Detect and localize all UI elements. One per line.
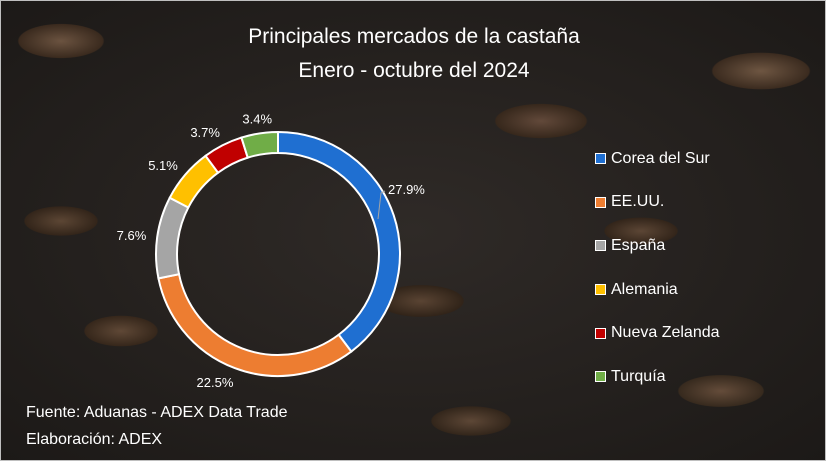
slice-ee-uu bbox=[157, 273, 353, 377]
legend-item-alemania: Alemania bbox=[595, 268, 720, 312]
legend-item-corea-del-sur: Corea del Sur bbox=[595, 137, 720, 181]
legend-swatch bbox=[595, 327, 606, 339]
legend-label: Turquía bbox=[611, 367, 666, 385]
legend: Corea del Sur EE.UU. España Alemania Nueva Z… bbox=[595, 137, 720, 399]
chart-title: Principales mercados de la castaña bbox=[248, 25, 580, 48]
legend-swatch bbox=[595, 371, 606, 383]
legend-swatch bbox=[595, 153, 606, 165]
legend-item-espana: España bbox=[595, 224, 720, 268]
legend-label: Alemania bbox=[611, 280, 678, 298]
data-label-alemania: 5.1% bbox=[148, 158, 178, 173]
credit-note: Elaboración: ADEX bbox=[26, 431, 163, 448]
legend-label: España bbox=[611, 236, 666, 254]
chart-subtitle: Enero - octubre del 2024 bbox=[298, 59, 530, 82]
legend-item-ee-uu: EE.UU. bbox=[595, 181, 720, 225]
legend-swatch bbox=[595, 284, 606, 296]
legend-label: Corea del Sur bbox=[611, 149, 710, 167]
data-label-turquia: 3.4% bbox=[242, 112, 272, 127]
data-label-ee-uu: 22.5% bbox=[197, 375, 234, 390]
slice-turquia bbox=[240, 130, 279, 159]
leader-line bbox=[377, 190, 386, 220]
legend-label: EE.UU. bbox=[611, 193, 665, 211]
legend-item-nueva-zelanda: Nueva Zelanda bbox=[595, 311, 720, 355]
legend-swatch bbox=[595, 196, 606, 208]
slice-corea-del-sur bbox=[277, 130, 401, 353]
data-label-espana: 7.6% bbox=[117, 228, 147, 243]
legend-label: Nueva Zelanda bbox=[611, 324, 720, 342]
legend-item-turquia: Turquía bbox=[595, 355, 720, 399]
slice-espana bbox=[155, 196, 190, 280]
data-label-nueva-zelanda: 3.7% bbox=[190, 125, 220, 140]
source-note: Fuente: Aduanas - ADEX Data Trade bbox=[26, 404, 288, 421]
legend-swatch bbox=[595, 240, 606, 252]
data-label-corea-del-sur: 27.9% bbox=[388, 182, 425, 197]
